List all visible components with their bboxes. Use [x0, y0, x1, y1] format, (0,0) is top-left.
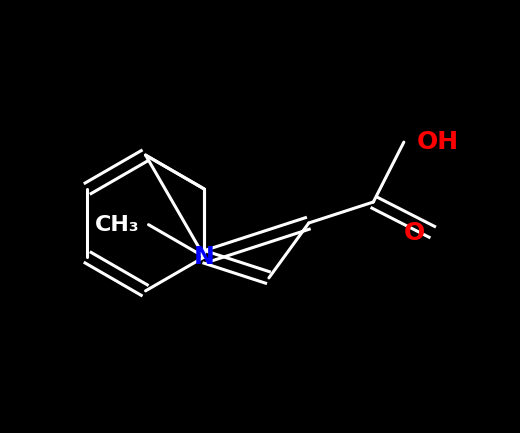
- Text: N: N: [194, 245, 215, 269]
- Text: O: O: [404, 220, 424, 245]
- Text: OH: OH: [417, 130, 459, 154]
- Text: CH₃: CH₃: [95, 215, 140, 235]
